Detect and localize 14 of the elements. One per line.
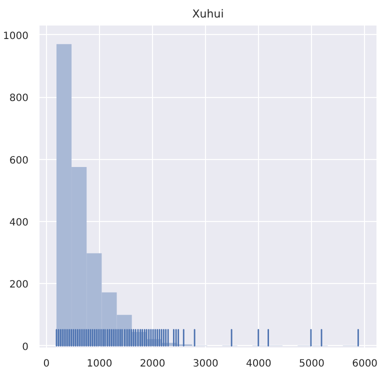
x-tick-label: 5000	[299, 358, 324, 369]
x-tick-label: 3000	[192, 358, 218, 369]
y-tick-label: 0	[22, 342, 29, 353]
x-tick-label: 2000	[140, 358, 166, 369]
y-tick-label: 200	[9, 280, 29, 291]
x-tick-label: 0	[43, 358, 50, 369]
x-tick-label: 6000	[352, 358, 378, 369]
x-tick-label: 1000	[86, 358, 112, 369]
x-tick-label: 4000	[246, 358, 272, 369]
y-tick-label: 800	[9, 93, 29, 104]
chart-title: Xuhui	[192, 8, 224, 20]
y-tick-label: 600	[9, 155, 29, 166]
y-tick-label: 400	[9, 218, 29, 228]
y-tick-label: 1000	[3, 30, 29, 42]
